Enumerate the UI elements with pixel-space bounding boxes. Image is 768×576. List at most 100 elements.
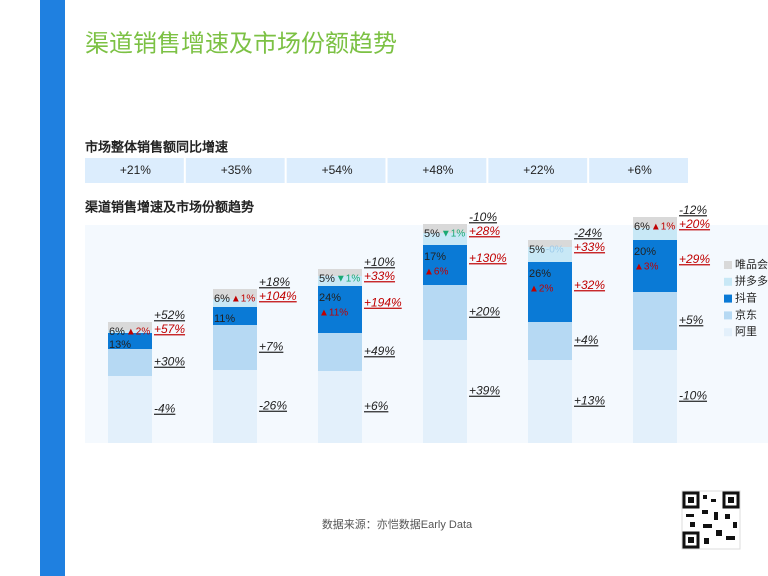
bar-segment [528, 262, 572, 322]
growth-label: -26% [259, 399, 287, 413]
share-label: 6% [109, 326, 125, 338]
growth-label: +33% [364, 269, 395, 283]
growth-label: -4% [154, 402, 176, 416]
bar-segment [318, 276, 362, 286]
growth-label: -10% [469, 210, 497, 224]
growth-label: +194% [364, 296, 402, 310]
growth-value: +48% [422, 163, 453, 177]
growth-value: +35% [221, 163, 252, 177]
growth-label: +20% [679, 217, 710, 231]
growth-title: 市场整体销售额同比增速 [85, 139, 228, 154]
bar-segment [528, 240, 572, 247]
share-change: -0% [546, 245, 564, 256]
share-label: 24% [319, 292, 341, 304]
bar-segment [423, 285, 467, 340]
share-change: ▲1% [651, 222, 675, 233]
share-label: 6% [214, 293, 230, 305]
bar-segment [528, 247, 572, 262]
bar-segment [633, 228, 677, 240]
bar-segment [108, 349, 152, 376]
legend-swatch [724, 311, 732, 320]
legend-swatch [724, 328, 732, 337]
source: 数据来源：亦恺数据Early Data [322, 517, 473, 531]
side-bar [40, 0, 65, 576]
bar-segment [213, 325, 257, 370]
growth-label: +29% [679, 252, 710, 266]
share-label: 13% [109, 339, 131, 351]
growth-label: +7% [259, 340, 284, 354]
growth-label: -12% [679, 203, 707, 217]
growth-label: +57% [154, 322, 185, 336]
share-label: 11% [214, 313, 235, 325]
bar-segment [528, 322, 572, 360]
share-label: 26% [529, 268, 551, 280]
share-change: ▼1% [441, 229, 465, 240]
bar-segment [318, 269, 362, 276]
growth-label: -24% [574, 226, 602, 240]
growth-value: +21% [120, 163, 151, 177]
bar-segment [108, 330, 152, 333]
bar-segment [213, 307, 257, 325]
growth-label: +52% [154, 308, 185, 322]
bar-segment [108, 376, 152, 443]
growth-label: +20% [469, 305, 500, 319]
growth-label: +33% [574, 240, 605, 254]
legend-swatch [724, 261, 732, 269]
growth-label: -10% [679, 389, 707, 403]
share-change: ▲1% [231, 294, 255, 305]
legend-label: 京东 [735, 307, 757, 321]
bar-segment [213, 289, 257, 299]
growth-label: +130% [469, 251, 507, 265]
growth-label: +32% [574, 278, 605, 292]
bar-segment [633, 217, 677, 228]
legend-swatch [724, 277, 732, 286]
growth-label: +30% [154, 355, 185, 369]
share-change: ▲3% [634, 262, 658, 273]
growth-cell [286, 158, 386, 183]
growth-cell [589, 158, 688, 183]
bar-segment [528, 360, 572, 443]
share-change: ▲6% [424, 267, 448, 278]
share-label: 17% [424, 251, 446, 263]
legend-label: 唯品会 [735, 258, 768, 271]
bar-segment [423, 245, 467, 285]
growth-label: +5% [679, 313, 704, 327]
growth-cell [185, 158, 285, 183]
legend-swatch [724, 294, 732, 303]
bar-segment [633, 292, 677, 350]
growth-label: +4% [574, 333, 599, 347]
share-label: 6% [634, 221, 650, 233]
bar-segment [423, 233, 467, 245]
share-label: 20% [634, 246, 656, 258]
bar-segment [108, 322, 152, 330]
share-label: 5% [529, 244, 545, 256]
growth-cell [85, 158, 184, 183]
legend-label: 拼多多 [735, 274, 768, 288]
growth-value: +54% [322, 163, 353, 177]
bar-segment [633, 350, 677, 443]
growth-label: +18% [259, 275, 290, 289]
bar-segment [108, 333, 152, 349]
growth-label: +39% [469, 384, 500, 398]
share-label: 5% [319, 273, 335, 285]
growth-label: +13% [574, 394, 605, 408]
bar-segment [318, 333, 362, 371]
growth-value: +22% [523, 163, 554, 177]
bar-segment [213, 299, 257, 307]
bar-segment [633, 240, 677, 292]
page-title: 渠道销售增速及市场份额趋势 [85, 30, 397, 57]
share-change: ▲2% [529, 284, 553, 295]
bar-segment [423, 340, 467, 443]
qr-code [681, 490, 741, 550]
chart-title: 渠道销售增速及市场份额趋势 [84, 199, 254, 214]
bar-segment [318, 286, 362, 333]
legend-label: 阿里 [735, 325, 757, 338]
growth-label: +104% [259, 289, 297, 303]
share-change: ▲2% [126, 327, 150, 338]
bar-segment [423, 224, 467, 233]
growth-label: +10% [364, 255, 395, 269]
legend-label: 抖音 [735, 291, 757, 305]
growth-cell [488, 158, 588, 183]
share-label: 5% [424, 228, 440, 240]
